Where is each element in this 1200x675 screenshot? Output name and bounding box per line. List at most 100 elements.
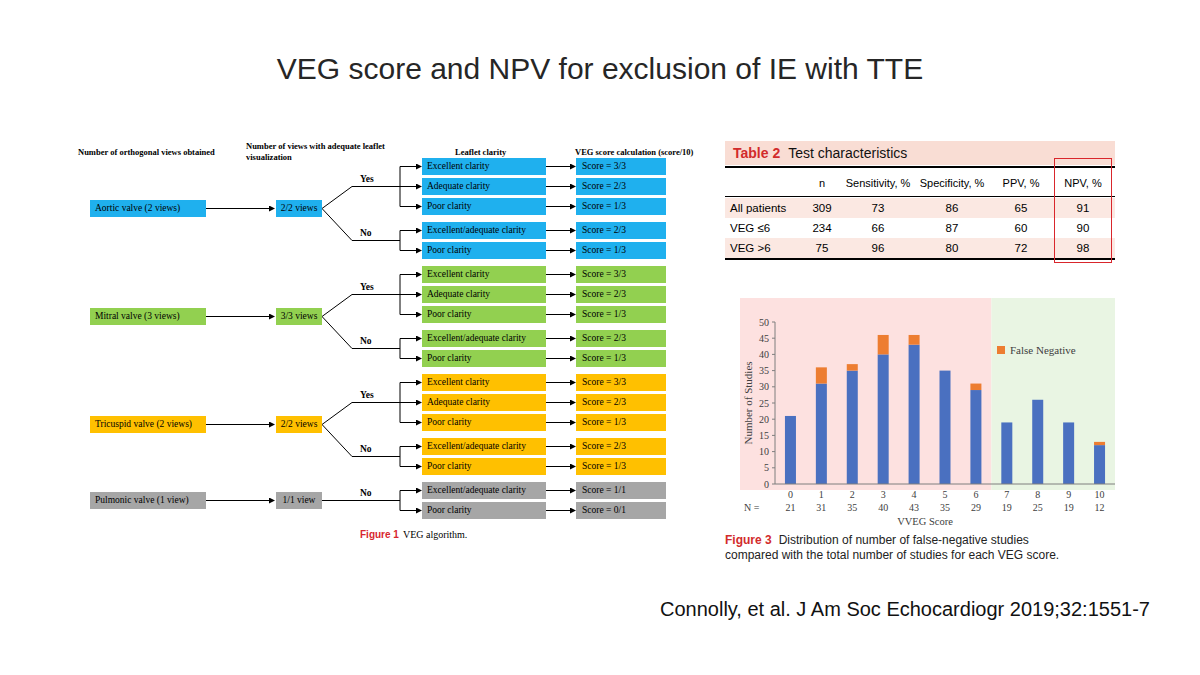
y-tick-label: 50: [759, 317, 769, 328]
clarity-box: Excellent/adequate clarity: [422, 330, 546, 347]
bars: [785, 335, 1105, 484]
arrow: [546, 186, 575, 187]
arrow: [546, 490, 575, 491]
score-box: Score = 2/3: [576, 286, 666, 303]
y-tick-label: 20: [759, 414, 769, 425]
x-tick-label: 5: [943, 489, 948, 500]
branch-label: No: [360, 444, 372, 454]
branch-label: Yes: [360, 282, 374, 292]
arrow: [546, 166, 575, 167]
clarity-box: Adequate clarity: [422, 178, 546, 195]
table-cell: 234: [782, 218, 862, 238]
table-cell: 60: [981, 218, 1061, 238]
caption-text: compared with the total number of studie…: [725, 548, 1059, 562]
bar: [1001, 422, 1012, 484]
clarity-box: Excellent/adequate clarity: [422, 222, 546, 239]
clarity-box: Poor clarity: [422, 198, 546, 215]
y-tick: [772, 484, 775, 485]
y-tick: [772, 403, 775, 404]
score-box: Score = 1/3: [576, 350, 666, 367]
count-value: 19: [1002, 502, 1012, 513]
arrow: [400, 422, 421, 423]
clarity-box: Poor clarity: [422, 242, 546, 259]
score-box: Score = 2/3: [576, 394, 666, 411]
bar: [1063, 422, 1074, 423]
diagram-header: VEG score calculation (score/10): [575, 147, 735, 158]
arrow: [546, 250, 575, 251]
views-box: 2/2 views: [276, 416, 322, 433]
shaded-range: [991, 298, 1115, 490]
branch-label: No: [360, 228, 372, 238]
y-tick: [772, 386, 775, 387]
arrow: [400, 166, 421, 167]
clarity-box: Excellent clarity: [422, 266, 546, 283]
table-cell: 90: [1043, 218, 1123, 238]
table-cell: 80: [912, 238, 992, 258]
arrow: [546, 338, 575, 339]
branch-label: Yes: [360, 390, 374, 400]
bar: [1063, 422, 1074, 484]
connector: [352, 500, 400, 501]
valve-box: Tricuspid valve (2 views): [90, 416, 206, 433]
legend-entry: False Negative: [1010, 344, 1076, 356]
bar: [847, 371, 858, 484]
y-tick-label: 35: [759, 365, 769, 376]
y-tick-label: 10: [759, 446, 769, 457]
clarity-box: Poor clarity: [422, 306, 546, 323]
x-tick-label: 1: [819, 489, 824, 500]
citation: Connolly, et al. J Am Soc Echocardiogr 2…: [660, 598, 1150, 621]
clarity-box: Poor clarity: [422, 350, 546, 367]
table-cell: 309: [782, 198, 862, 218]
clarity-box: Poor clarity: [422, 502, 546, 519]
arrow: [546, 466, 575, 467]
table-header-band: Table 2Test characteristics: [725, 141, 1115, 165]
clarity-box: Adequate clarity: [422, 286, 546, 303]
branch-label: No: [360, 488, 372, 498]
shaded-range: [740, 298, 991, 490]
y-tick-label: 45: [759, 333, 769, 344]
arrow: [400, 206, 421, 207]
score-box: Score = 3/3: [576, 158, 666, 175]
arrow: [400, 250, 421, 251]
arrow: [400, 338, 421, 339]
arrow: [546, 510, 575, 511]
table-cell: 87: [912, 218, 992, 238]
clarity-box: Excellent clarity: [422, 374, 546, 391]
diagram-header: Number of orthogonal views obtained: [78, 147, 246, 158]
x-tick-label: 10: [1095, 489, 1105, 500]
score-box: Score = 1/3: [576, 198, 666, 215]
y-tick-label: 5: [764, 462, 769, 473]
x-tick-label: 9: [1066, 489, 1071, 500]
count-value: 12: [1095, 502, 1105, 513]
table-rule: [725, 258, 1115, 260]
bar: [816, 367, 827, 383]
x-tick-label: 3: [881, 489, 886, 500]
count-value: 35: [847, 502, 857, 513]
score-box: Score = 1/1: [576, 482, 666, 499]
score-box: Score = 3/3: [576, 374, 666, 391]
arrow: [546, 274, 575, 275]
count-row-label: N =: [744, 502, 760, 513]
connector: [322, 425, 352, 457]
arrow: [546, 314, 575, 315]
table-row-shade: [725, 238, 1115, 258]
y-tick: [772, 435, 775, 436]
y-tick-label: 40: [759, 349, 769, 360]
arrow: [400, 382, 421, 383]
connector: [322, 187, 352, 209]
arrow: [400, 274, 421, 275]
connector: [322, 500, 352, 501]
bar: [1032, 400, 1043, 484]
count-value: 35: [940, 502, 950, 513]
arrow: [546, 422, 575, 423]
table-rule: [725, 166, 1115, 168]
connector: [400, 339, 401, 359]
score-box: Score = 1/3: [576, 306, 666, 323]
arrow: [546, 358, 575, 359]
arrow: [546, 382, 575, 383]
x-axis-label: VVEG Score: [897, 516, 953, 527]
bar: [847, 364, 858, 370]
x-tick-label: 6: [973, 489, 978, 500]
connector: [352, 186, 400, 187]
arrow: [400, 402, 421, 403]
